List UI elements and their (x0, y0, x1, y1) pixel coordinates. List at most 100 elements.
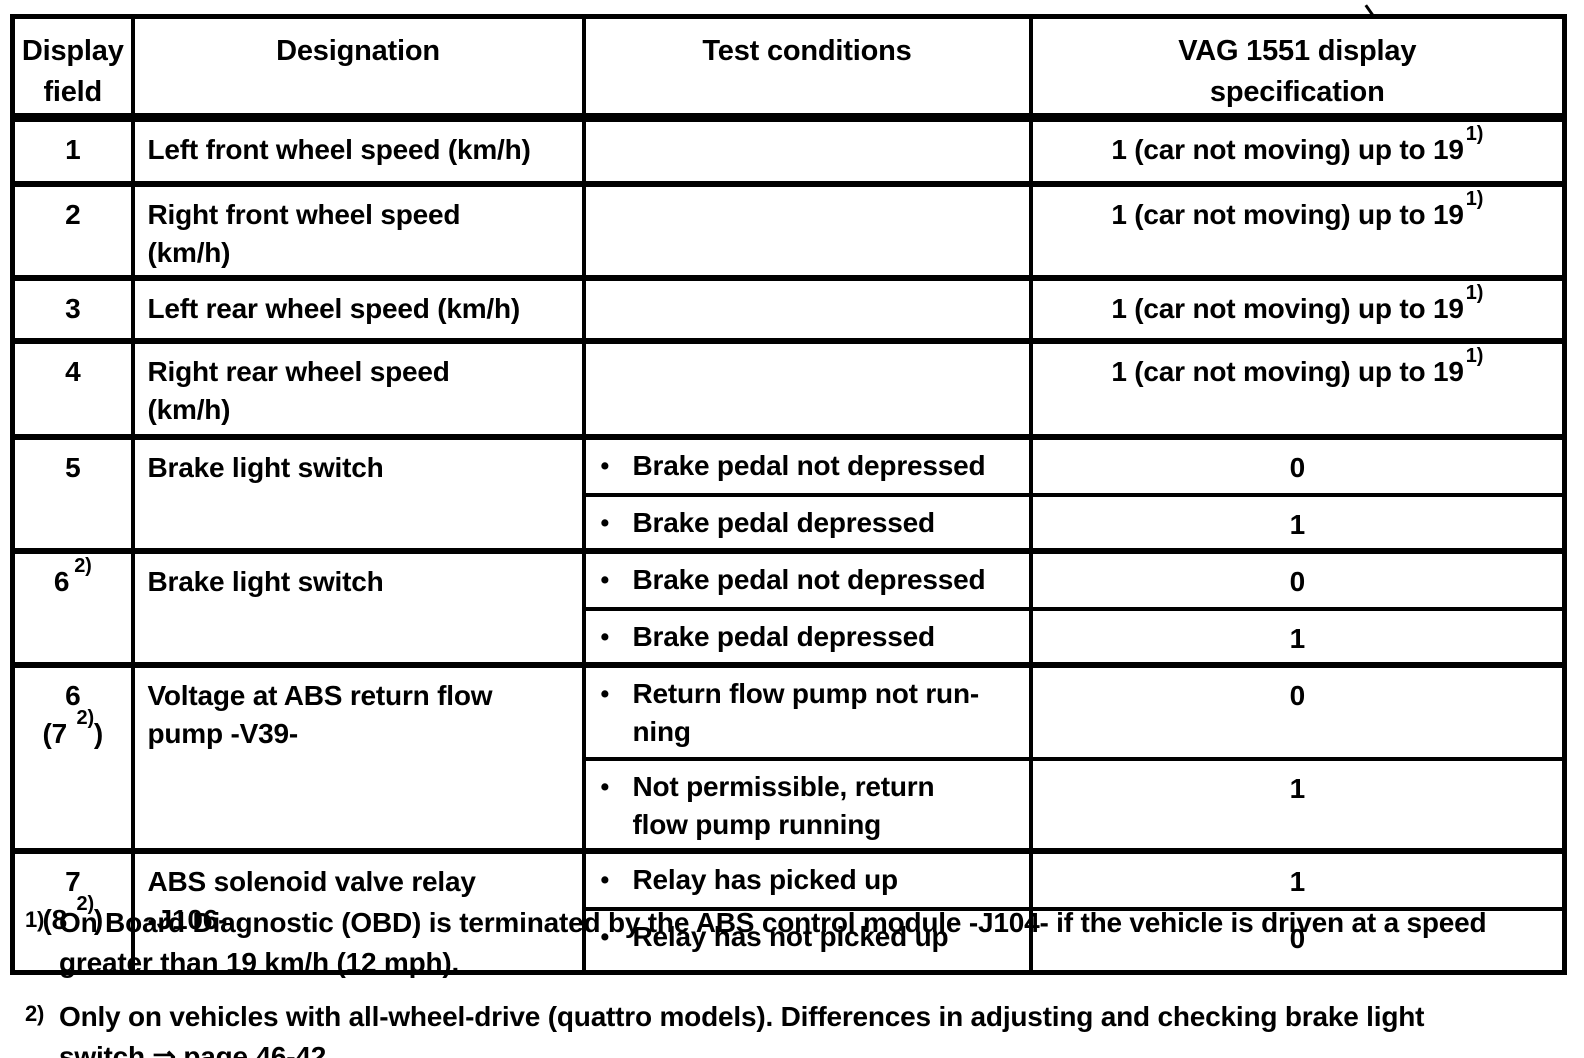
spec-cell: 1 (car not moving) up to 191) (1028, 338, 1567, 437)
display-field-cell: 3 (10, 275, 135, 341)
test-conditions-cell: • Relay has not picked up (581, 907, 1033, 973)
bullet-icon: • (600, 680, 610, 708)
designation-line: Left rear wheel speed (km/h) (147, 293, 521, 324)
field-number: 3 (65, 293, 81, 324)
table-row: 7 (8 2)) ABS solenoid valve relay -J106-… (10, 848, 1567, 973)
footnote-line: On Board Diagnostic (OBD) is terminated … (59, 907, 1487, 938)
spec-cell: 0 (1028, 548, 1567, 609)
spec-cell: 1 (1028, 607, 1567, 665)
table-subrow: • Brake pedal depressed 1 (13, 607, 1567, 665)
bullet-icon: • (600, 623, 610, 651)
footnote-marker: 1) (25, 907, 45, 932)
table-header-row: Display field Designation Test condition… (10, 16, 1567, 122)
table-row: 3 Left rear wheel speed (km/h) 1 (car no… (10, 275, 1567, 341)
designation-line: Voltage at ABS return flow (147, 680, 493, 711)
spec-value: 1 (car not moving) up to 19 (1111, 199, 1464, 230)
test-conditions-cell: • Return flow pump not run- ning (581, 662, 1033, 759)
spec-value: 1 (1289, 866, 1306, 897)
bullet-icon: • (600, 566, 610, 594)
spec-cell: 1 (1028, 493, 1567, 551)
table-subrow: • Brake pedal depressed 1 (13, 493, 1567, 551)
condition-line: Brake pedal not depressed (632, 564, 986, 595)
designation-cell: Right rear wheel speed (km/h) (130, 338, 586, 437)
spec-value: 0 (1289, 923, 1306, 954)
bullet-icon: • (600, 773, 610, 801)
header-test-conditions: Test conditions (581, 16, 1033, 122)
test-conditions-cell (581, 181, 1033, 278)
table-row: 6 (7 2)) Voltage at ABS return flow pump… (10, 662, 1567, 851)
designation-line: ABS solenoid valve relay (147, 866, 476, 897)
spec-value: 1 (1289, 773, 1306, 804)
spec-value: 0 (1289, 452, 1306, 483)
designation-cell: Brake light switch (130, 548, 586, 665)
display-field-cell: 6 (7 2)) (10, 662, 135, 851)
test-conditions-cell: • Brake pedal not depressed (581, 548, 1033, 609)
field-number: 1 (65, 134, 81, 165)
table-row: 4 Right rear wheel speed (km/h) 1 (car n… (10, 338, 1567, 437)
condition-line: Brake pedal depressed (632, 507, 936, 538)
spec-value: 0 (1289, 680, 1306, 711)
test-conditions-cell (581, 338, 1033, 437)
condition-line: Brake pedal depressed (632, 621, 936, 652)
field-number: 5 (65, 452, 81, 483)
designation-cell: Right front wheel speed (km/h) (130, 181, 586, 278)
bullet-icon: • (600, 452, 610, 480)
spec-cell: 0 (1028, 434, 1567, 495)
table-row: 62) Brake light switch • Brake pedal not… (10, 548, 1567, 665)
designation-line: -J106- (147, 904, 228, 935)
bullet-icon: • (600, 866, 610, 894)
designation-cell: Voltage at ABS return flow pump -V39- (130, 662, 586, 851)
test-conditions-cell: • Brake pedal not depressed (581, 434, 1033, 495)
table-row: 1 Left front wheel speed (km/h) 1 (car n… (10, 114, 1567, 184)
test-conditions-cell (581, 114, 1033, 184)
footnote-line: switch ⇒ page 46-42 (59, 1041, 327, 1058)
field-number: 2 (65, 199, 81, 230)
designation-line: Left front wheel speed (km/h) (147, 134, 531, 165)
condition-line: Relay has not picked up (632, 921, 949, 952)
spec-value: 0 (1289, 566, 1306, 597)
spec-value: 1 (car not moving) up to 19 (1111, 356, 1464, 387)
display-field-cell: 4 (10, 338, 135, 437)
footnote-line: greater than 19 km/h (12 mph). (59, 947, 460, 978)
footnote-text: Only on vehicles with all-wheel-drive (q… (59, 997, 1573, 1058)
display-field-cell: 5 (10, 434, 135, 551)
header-label: VAG 1551 display specification (1178, 35, 1417, 108)
condition-line: ning (632, 716, 691, 747)
designation-cell: Left front wheel speed (km/h) (130, 114, 586, 184)
field-footnote-ref: 2) (74, 554, 92, 577)
test-conditions-cell: • Relay has picked up (581, 848, 1033, 909)
designation-line: Right front wheel speed (147, 199, 461, 230)
display-field-cell: 62) (10, 548, 135, 665)
field-alt-number: (8 (42, 904, 75, 935)
spec-value: 1 (car not moving) up to 19 (1111, 134, 1464, 165)
spec-value: 1 (car not moving) up to 19 (1111, 293, 1464, 324)
field-number: 6 (65, 680, 81, 711)
spec-cell: 1 (car not moving) up to 191) (1028, 275, 1567, 341)
display-field-cell: 1 (10, 114, 135, 184)
field-alt-number: (7 (42, 718, 75, 749)
designation-line: Right rear wheel speed (147, 356, 450, 387)
designation-cell: ABS solenoid valve relay -J106- (130, 848, 586, 973)
designation-line: (km/h) (147, 394, 231, 425)
test-conditions-cell: • Brake pedal depressed (581, 607, 1033, 665)
table-row: 5 Brake light switch • Brake pedal not d… (10, 434, 1567, 551)
condition-line: Brake pedal not depressed (632, 450, 986, 481)
spec-cell: 0 (1028, 662, 1567, 759)
footnote: 1) On Board Diagnostic (OBD) is terminat… (25, 903, 1573, 983)
spec-cell: 1 (car not moving) up to 191) (1028, 114, 1567, 184)
spec-footnote-ref: 1) (1465, 187, 1484, 210)
spec-footnote-ref: 1) (1465, 281, 1484, 304)
display-field-cell: 2 (10, 181, 135, 278)
table-subrow: • Not permissible, return flow pump runn… (13, 757, 1567, 851)
table-subrow: • Relay has not picked up 0 (13, 907, 1567, 973)
header-label: Test conditions (702, 35, 912, 67)
spec-cell: 0 (1028, 907, 1567, 973)
condition-line: flow pump running (632, 809, 882, 840)
test-conditions-cell: • Not permissible, return flow pump runn… (581, 757, 1033, 851)
spec-cell: 1 (1028, 848, 1567, 909)
spec-value: 1 (1289, 623, 1306, 654)
field-alt-number-close: ) (93, 718, 104, 749)
designation-cell: Left rear wheel speed (km/h) (130, 275, 586, 341)
bullet-icon: • (600, 509, 610, 537)
